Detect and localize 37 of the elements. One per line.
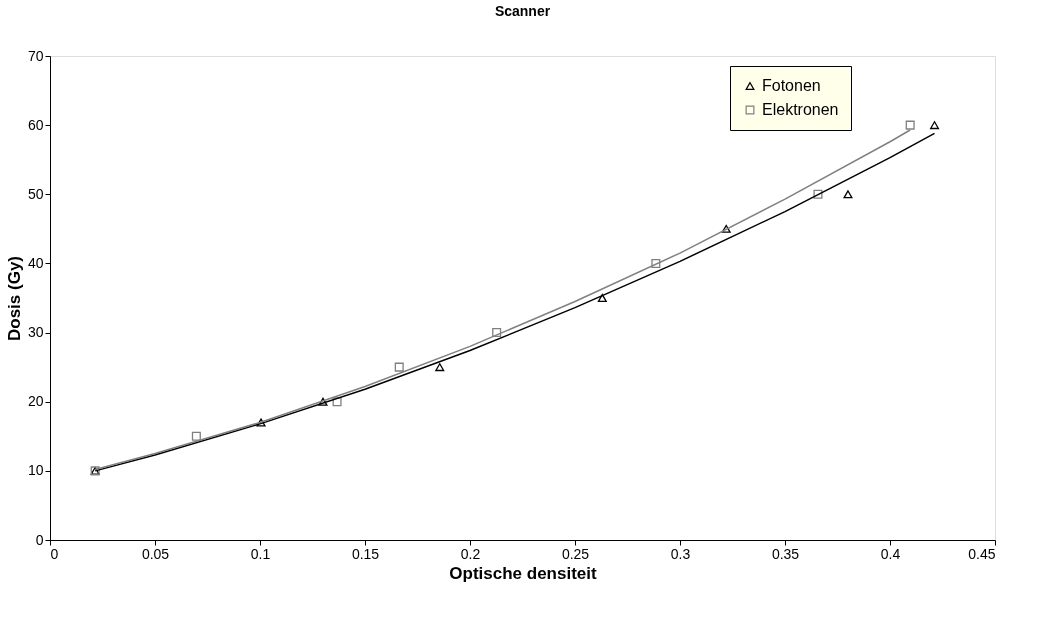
- y-tick-label: 30: [27, 324, 44, 341]
- x-tick-label: 0: [50, 545, 59, 562]
- y-tick-label: 0: [35, 531, 44, 548]
- legend-label: Fotonen: [762, 77, 821, 94]
- point: [597, 294, 607, 302]
- y-tick-label: 50: [27, 185, 44, 202]
- point: [435, 363, 445, 372]
- x-tick-label: 0.05: [141, 545, 170, 562]
- point: [905, 120, 915, 130]
- point: [191, 431, 201, 441]
- point: [394, 362, 404, 372]
- y-axis-title: Dosis (Gy): [4, 255, 24, 342]
- point: [721, 224, 731, 233]
- y-tick-label: 60: [27, 116, 44, 133]
- x-tick-label: 0.25: [561, 545, 590, 562]
- point: [492, 328, 502, 338]
- legend-label: Elektronen: [762, 101, 839, 118]
- y-tick-label: 70: [27, 47, 44, 64]
- chart-title: Scanner: [494, 3, 551, 19]
- y-tick-label: 20: [27, 393, 44, 410]
- x-tick-label: 0.3: [670, 545, 691, 562]
- point: [651, 258, 661, 268]
- point: [256, 418, 266, 427]
- x-tick-label: 0.2: [460, 545, 481, 562]
- x-tick-label: 0.35: [771, 545, 800, 562]
- point: [332, 397, 342, 407]
- x-tick-label: 0.15: [351, 545, 380, 562]
- x-tick-label: 0.45: [968, 545, 996, 562]
- x-tick-label: 0.1: [250, 545, 271, 562]
- y-tick-label: 40: [27, 254, 44, 271]
- point: [318, 397, 328, 406]
- y-tick-label: 10: [27, 462, 44, 479]
- point: [930, 121, 940, 130]
- point: [843, 190, 853, 199]
- x-axis-title: Optische densiteit: [449, 563, 598, 583]
- x-tick-label: 0.4: [880, 545, 901, 562]
- point: [813, 189, 823, 199]
